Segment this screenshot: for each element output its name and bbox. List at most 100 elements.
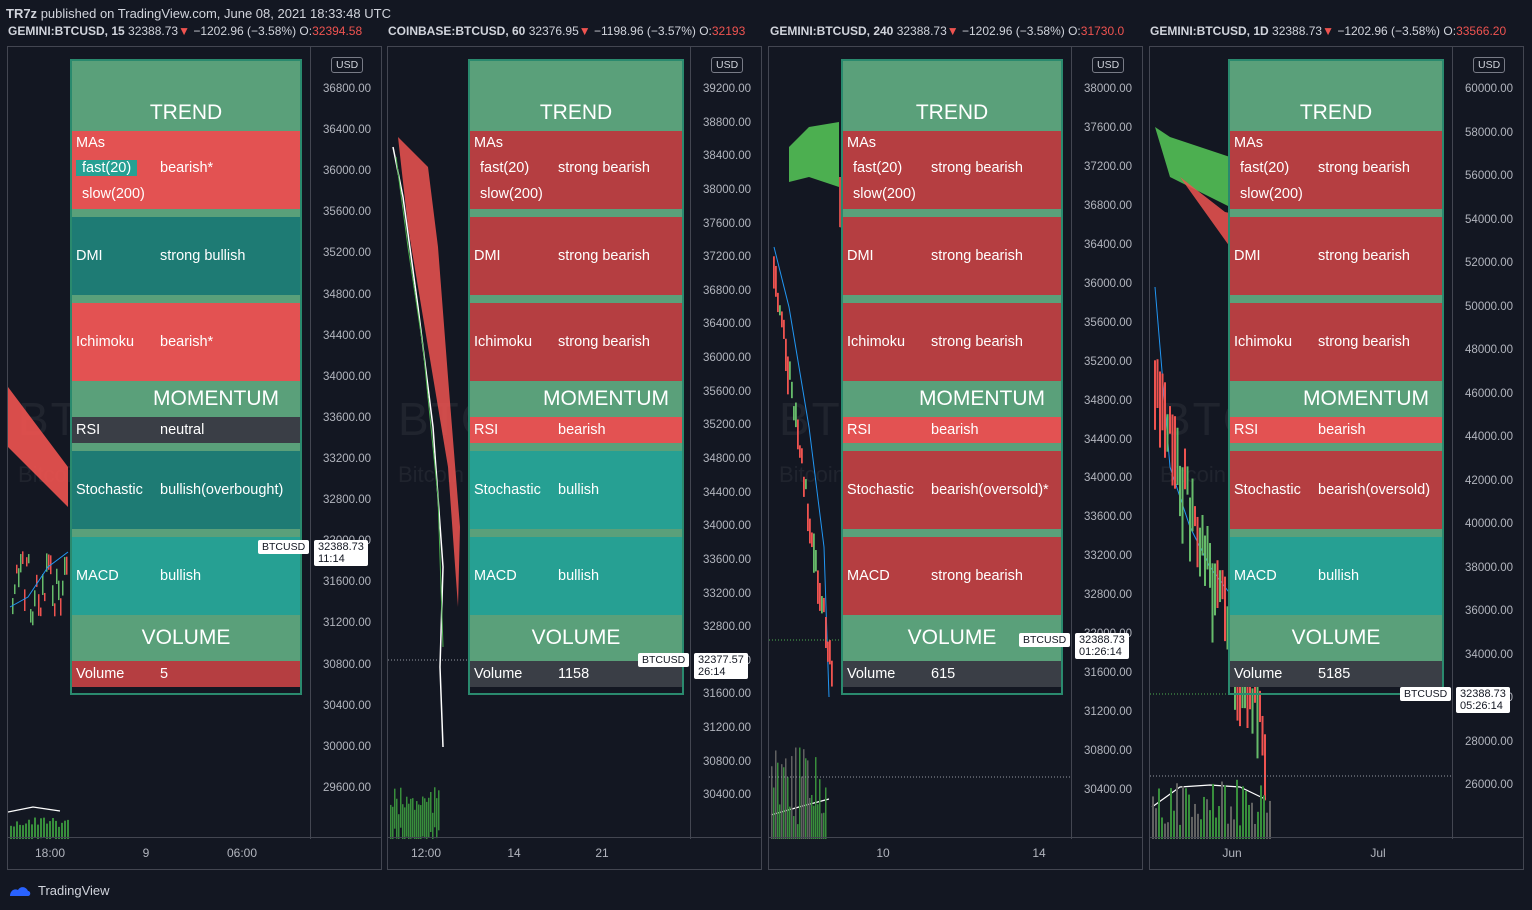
momentum-header: MOMENTUM — [470, 381, 682, 417]
panel-title[interactable]: GEMINI:BTCUSD, 240 32388.73▼ −1202.96 (−… — [770, 24, 1148, 40]
price-change: −1202.96 (−3.58%) — [193, 24, 297, 38]
ichimoku-row: Ichimoku strong bearish — [470, 303, 682, 381]
price-tick: 30400.00 — [703, 789, 751, 802]
fast-ma-label: fast(20) — [853, 160, 903, 176]
panel-title[interactable]: GEMINI:BTCUSD, 15 32388.73▼ −1202.96 (−3… — [8, 24, 386, 40]
time-tick: 21 — [595, 846, 609, 860]
author-name[interactable]: TR7z — [6, 6, 38, 21]
price-tick: 36400.00 — [323, 124, 371, 137]
price-tick: 36800.00 — [703, 284, 751, 297]
slow-ma-label: slow(200) — [1240, 186, 1303, 202]
price-tick: 35600.00 — [703, 385, 751, 398]
mas-block: MAs fast(20) strong bearish slow(200) — [470, 131, 682, 209]
stochastic-label: Stochastic — [1234, 482, 1301, 498]
price-tick: 34400.00 — [703, 486, 751, 499]
price-tick: 37200.00 — [703, 251, 751, 264]
open-price: 32394.58 — [312, 24, 363, 38]
symbol-label[interactable]: GEMINI:BTCUSD, 1D — [1150, 24, 1269, 38]
bar-countdown: 05:26:14 — [1460, 700, 1503, 712]
ichimoku-value: strong bearish — [931, 334, 1023, 350]
ichimoku-label: Ichimoku — [1234, 334, 1293, 350]
slow-ma-label: slow(200) — [480, 186, 543, 202]
price-tick: 32800.00 — [703, 621, 751, 634]
macd-label: MACD — [474, 568, 517, 584]
macd-value: bullish — [1318, 568, 1360, 584]
price-tick: 50000.00 — [1465, 300, 1513, 313]
symbol-price-tag: BTCUSD — [258, 540, 310, 554]
price-axis[interactable]: USD 36800.00 36400.00 36000.00 35600.00 3520… — [310, 47, 381, 839]
chart-panel[interactable]: BTC Bitcoin / U.S. Dollar TREND MAs fast… — [768, 46, 1143, 870]
time-axis[interactable]: 10 14 — [769, 837, 1142, 869]
price-tick: 26000.00 — [1465, 779, 1513, 792]
price-chart[interactable] — [388, 47, 690, 839]
currency-badge[interactable]: USD — [1473, 57, 1506, 73]
price-tick: 34800.00 — [1084, 394, 1132, 407]
price-tick: 35600.00 — [1084, 316, 1132, 329]
symbol-label[interactable]: GEMINI:BTCUSD, 15 — [8, 24, 125, 38]
ichimoku-value: strong bearish — [1318, 334, 1410, 350]
volume-value: 1158 — [558, 666, 590, 682]
currency-badge[interactable]: USD — [331, 57, 364, 73]
chart-panel[interactable]: BTC Bitcoin / U.S. Dollar TREND MAs fast… — [7, 46, 382, 870]
panel-title[interactable]: GEMINI:BTCUSD, 1D 32388.73▼ −1202.96 (−3… — [1150, 24, 1530, 40]
macd-row: MACD strong bearish — [843, 537, 1061, 615]
plot-area[interactable]: BTC Bitcoin / U.S. Dollar TREND MAs fast… — [388, 47, 690, 839]
rsi-value: bearish — [1318, 422, 1366, 438]
price-axis[interactable]: USD 38000.00 37600.00 37200.00 36800.00 3640… — [1071, 47, 1142, 839]
volume-row: Volume 5 — [72, 661, 300, 687]
price-tick: 38800.00 — [703, 116, 751, 129]
slow-ma-label: slow(200) — [82, 186, 145, 202]
time-axis[interactable]: 12:00 14 21 — [388, 837, 761, 869]
signal-table: TREND MAs fast(20) strong bearish slow(2… — [468, 59, 684, 695]
time-tick: 12:00 — [410, 846, 442, 860]
stochastic-value: bullish — [558, 482, 600, 498]
stochastic-label: Stochastic — [76, 482, 143, 498]
plot-area[interactable]: BTC Bitcoin / U.S. Dollar TREND MAs fast… — [8, 47, 310, 839]
price-tick: 58000.00 — [1465, 126, 1513, 139]
price-tick: 30400.00 — [1084, 784, 1132, 797]
price-axis[interactable]: USD 39200.00 38800.00 38400.00 38000.00 3760… — [690, 47, 761, 839]
price-tick: 34800.00 — [323, 288, 371, 301]
macd-label: MACD — [76, 568, 119, 584]
macd-row: MACD bullish — [1230, 537, 1442, 615]
ichimoku-row: Ichimoku strong bearish — [843, 303, 1061, 381]
symbol-label[interactable]: GEMINI:BTCUSD, 240 — [770, 24, 894, 38]
price-tick: 36000.00 — [1465, 605, 1513, 618]
price-tick: 38000.00 — [1465, 561, 1513, 574]
stochastic-row: Stochastic bearish(oversold)* — [843, 451, 1061, 529]
symbol-price-tag: BTCUSD — [1400, 687, 1452, 701]
price-tick: 35200.00 — [703, 419, 751, 432]
plot-area[interactable]: BTC Bitcoin / U.S. Dollar TREND MAs fast… — [769, 47, 1071, 839]
chart-panel[interactable]: BTC Bitcoin / U.S. Dollar TREND MAs fast… — [387, 46, 762, 870]
symbol-label[interactable]: COINBASE:BTCUSD, 60 — [388, 24, 526, 38]
price-tick: 32800.00 — [323, 494, 371, 507]
currency-badge[interactable]: USD — [1092, 57, 1125, 73]
price-tick: 31200.00 — [703, 722, 751, 735]
price-tick: 30800.00 — [703, 755, 751, 768]
rsi-row: RSI bearish — [1230, 417, 1442, 443]
stochastic-value: bearish(oversold) — [1318, 482, 1431, 498]
stochastic-label: Stochastic — [847, 482, 914, 498]
ichimoku-label: Ichimoku — [847, 334, 906, 350]
chart-panel[interactable]: BTC Bitcoin / U.S. Dollar TREND MAs fast… — [1149, 46, 1524, 870]
ichimoku-row: Ichimoku strong bearish — [1230, 303, 1442, 381]
rsi-label: RSI — [847, 422, 872, 438]
price-tick: 38000.00 — [703, 183, 751, 196]
price-chart[interactable] — [8, 47, 310, 839]
panel-title[interactable]: COINBASE:BTCUSD, 60 32376.95▼ −1198.96 (… — [388, 24, 766, 40]
time-tick: 06:00 — [226, 846, 258, 860]
price-axis[interactable]: USD 60000.00 58000.00 56000.00 54000.00 5200… — [1452, 47, 1523, 839]
time-axis[interactable]: 18:00 9 06:00 — [8, 837, 381, 869]
currency-badge[interactable]: USD — [711, 57, 744, 73]
price-tick: 31200.00 — [323, 617, 371, 630]
open-price: 32193 — [711, 24, 746, 38]
macd-row: MACD bullish — [470, 537, 682, 615]
tradingview-footer[interactable]: TradingView — [8, 883, 110, 898]
price-tick: 46000.00 — [1465, 387, 1513, 400]
time-axis[interactable]: Jun Jul — [1150, 837, 1523, 869]
mas-block: MAs fast(20) strong bearish slow(200) — [843, 131, 1061, 209]
mas-label: MAs — [76, 135, 105, 151]
time-tick: 18:00 — [34, 846, 66, 860]
plot-area[interactable]: BTC Bitcoin / U.S. Dollar TREND MAs fast… — [1150, 47, 1452, 839]
time-tick: 10 — [876, 846, 890, 860]
